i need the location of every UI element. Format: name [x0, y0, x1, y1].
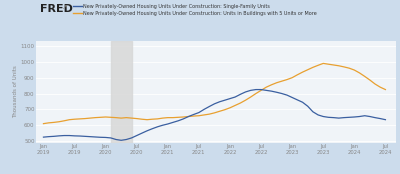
Text: FRED: FRED: [40, 4, 72, 14]
Text: ↗: ↗: [62, 4, 68, 10]
Bar: [111, 41, 132, 143]
Y-axis label: Thousands of Units: Thousands of Units: [13, 66, 18, 118]
Legend: New Privately-Owned Housing Units Under Construction: Single-Family Units, New P: New Privately-Owned Housing Units Under …: [71, 2, 319, 18]
